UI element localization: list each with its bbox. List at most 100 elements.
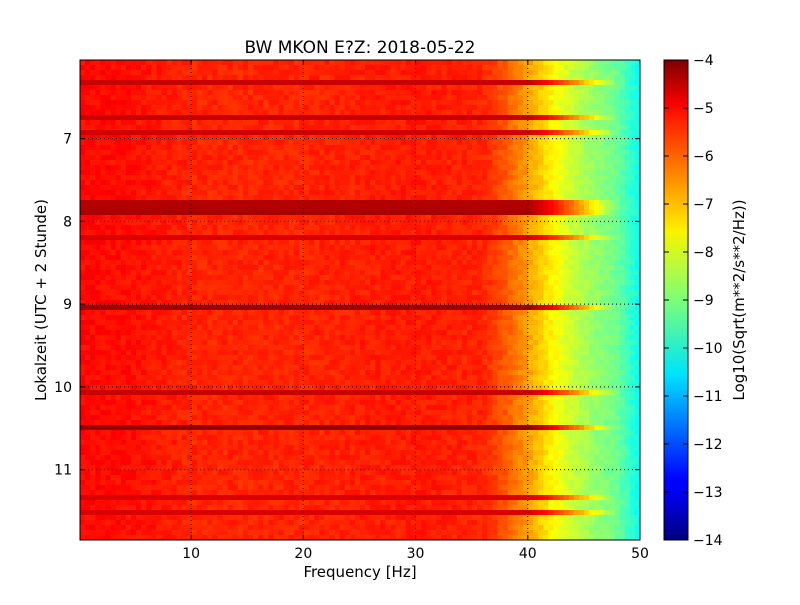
heatmap-cell bbox=[130, 200, 137, 206]
heatmap-cell bbox=[232, 140, 239, 146]
heatmap-cell bbox=[268, 225, 275, 231]
heatmap-cell bbox=[156, 130, 163, 136]
heatmap-cell bbox=[431, 215, 437, 221]
heatmap-cell bbox=[141, 135, 147, 141]
heatmap-cell bbox=[563, 230, 570, 236]
heatmap-cell bbox=[283, 285, 290, 291]
heatmap-cell bbox=[319, 230, 325, 236]
heatmap-cell bbox=[314, 205, 320, 211]
heatmap-cell bbox=[217, 245, 224, 251]
heatmap-cell bbox=[487, 205, 493, 211]
heatmap-cell bbox=[207, 210, 213, 216]
heatmap-cell bbox=[624, 90, 631, 96]
heatmap-cell bbox=[589, 255, 595, 261]
heatmap-cell bbox=[192, 265, 198, 271]
heatmap-cell bbox=[410, 190, 417, 196]
heatmap-cell bbox=[522, 95, 529, 101]
heatmap-cell bbox=[400, 185, 407, 191]
heatmap-cell bbox=[522, 250, 529, 256]
heatmap-cell bbox=[288, 285, 295, 291]
heatmap-cell bbox=[533, 185, 539, 191]
heatmap-cell bbox=[258, 185, 264, 191]
heatmap-cell bbox=[507, 85, 514, 91]
heatmap-cell bbox=[85, 250, 91, 256]
heatmap-cell bbox=[192, 175, 198, 181]
heatmap-cell bbox=[197, 285, 203, 291]
heatmap-cell bbox=[405, 280, 412, 286]
heatmap-cell bbox=[370, 235, 376, 241]
heatmap-cell bbox=[90, 225, 96, 231]
heatmap-cell bbox=[120, 130, 127, 136]
heatmap-cell bbox=[176, 225, 183, 231]
heatmap-cell bbox=[385, 150, 392, 156]
heatmap-cell bbox=[502, 265, 509, 271]
heatmap-cell bbox=[176, 105, 183, 111]
heatmap-cell bbox=[507, 210, 514, 216]
heatmap-cell bbox=[528, 175, 534, 181]
heatmap-cell bbox=[242, 85, 249, 91]
heatmap-cell bbox=[624, 240, 631, 246]
heatmap-cell bbox=[548, 165, 555, 171]
heatmap-cell bbox=[212, 165, 219, 171]
heatmap-cell bbox=[466, 205, 473, 211]
heatmap-cell bbox=[354, 140, 361, 146]
heatmap-cell bbox=[492, 160, 499, 166]
heatmap-cell bbox=[461, 250, 468, 256]
heatmap-cell bbox=[385, 75, 392, 81]
heatmap-cell bbox=[533, 85, 539, 91]
heatmap-cell bbox=[298, 240, 305, 246]
heatmap-cell bbox=[634, 260, 640, 266]
heatmap-cell bbox=[227, 100, 234, 106]
heatmap-cell bbox=[288, 65, 295, 71]
heatmap-cell bbox=[584, 95, 590, 101]
heatmap-cell bbox=[548, 190, 555, 196]
heatmap-cell bbox=[105, 60, 112, 66]
heatmap-cell bbox=[370, 245, 376, 251]
heatmap-cell bbox=[410, 80, 417, 86]
heatmap-cell bbox=[354, 145, 361, 151]
heatmap-cell bbox=[512, 255, 519, 261]
heatmap-cell bbox=[410, 235, 417, 241]
heatmap-cell bbox=[416, 155, 422, 161]
heatmap-cell bbox=[90, 90, 96, 96]
heatmap-cell bbox=[451, 185, 458, 191]
heatmap-cell bbox=[492, 155, 499, 161]
heatmap-cell bbox=[171, 100, 178, 106]
heatmap-cell bbox=[538, 265, 544, 271]
heatmap-cell bbox=[548, 255, 555, 261]
heatmap-cell bbox=[629, 270, 636, 276]
heatmap-cell bbox=[629, 220, 636, 226]
heatmap-cell bbox=[344, 90, 351, 96]
heatmap-cell bbox=[207, 215, 213, 221]
heatmap-cell bbox=[329, 255, 336, 261]
heatmap-cell bbox=[609, 275, 616, 281]
heatmap-cell bbox=[543, 235, 549, 241]
heatmap-cell bbox=[319, 200, 325, 206]
heatmap-cell bbox=[599, 115, 605, 121]
heatmap-cell bbox=[563, 250, 570, 256]
heatmap-cell bbox=[512, 240, 519, 246]
heatmap-cell bbox=[248, 110, 254, 116]
heatmap-cell bbox=[548, 265, 555, 271]
heatmap-cell bbox=[482, 160, 488, 166]
heatmap-cell bbox=[288, 190, 295, 196]
heatmap-cell bbox=[431, 155, 437, 161]
heatmap-cell bbox=[146, 190, 152, 196]
heatmap-cell bbox=[232, 250, 239, 256]
heatmap-cell bbox=[624, 260, 631, 266]
heatmap-cell bbox=[171, 255, 178, 261]
heatmap-cell bbox=[298, 155, 305, 161]
heatmap-cell bbox=[538, 95, 544, 101]
heatmap-cell bbox=[217, 200, 224, 206]
heatmap-cell bbox=[594, 265, 600, 271]
heatmap-cell bbox=[278, 200, 285, 206]
heatmap-cell bbox=[390, 230, 397, 236]
heatmap-cell bbox=[324, 125, 331, 131]
heatmap-cell bbox=[614, 90, 621, 96]
heatmap-cell bbox=[130, 170, 137, 176]
heatmap-cell bbox=[487, 275, 493, 281]
heatmap-cell bbox=[339, 75, 346, 81]
heatmap-cell bbox=[248, 215, 254, 221]
heatmap-cell bbox=[482, 175, 488, 181]
heatmap-cell bbox=[380, 215, 387, 221]
